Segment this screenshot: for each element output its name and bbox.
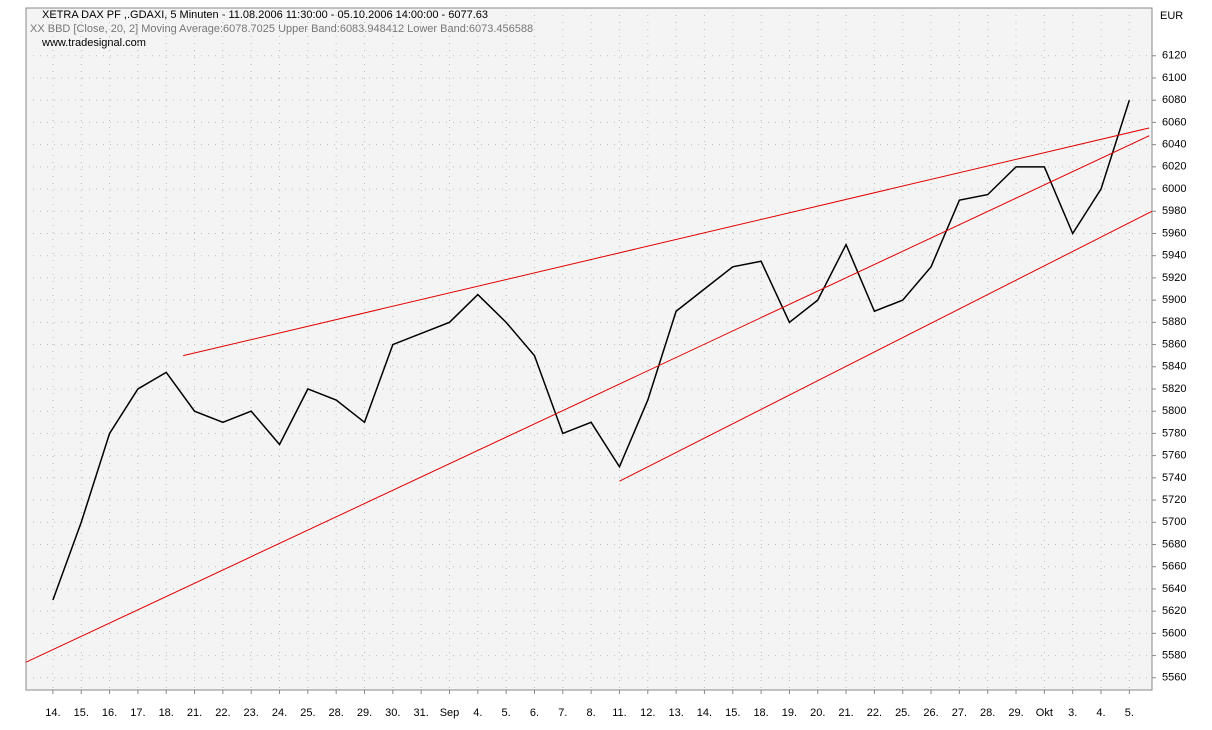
x-tick-label: 5.: [1125, 707, 1134, 719]
x-tick-label: 3.: [1068, 707, 1077, 719]
y-tick-label: 5640: [1162, 583, 1186, 595]
x-tick-label: 25.: [895, 707, 910, 719]
trendline: [183, 127, 1150, 357]
y-tick-label: 5620: [1162, 605, 1186, 617]
x-tick-label: 29.: [1008, 707, 1023, 719]
x-tick-label: 29.: [357, 707, 372, 719]
y-tick-label: 5560: [1162, 672, 1186, 684]
y-tick-label: 5860: [1162, 338, 1186, 350]
y-tick-label: 5660: [1162, 561, 1186, 573]
x-tick-label: 25.: [300, 707, 315, 719]
y-tick-label: 6060: [1162, 116, 1186, 128]
x-tick-label: 5.: [502, 707, 511, 719]
source: www.tradesignal.com: [41, 37, 146, 49]
y-tick-label: 5840: [1162, 361, 1186, 373]
y-tick-label: 6020: [1162, 161, 1186, 173]
y-tick-label: 5680: [1162, 538, 1186, 550]
x-tick-label: 4.: [1096, 707, 1105, 719]
x-tick-label: 23.: [244, 707, 259, 719]
x-tick-label: 11.: [612, 707, 626, 719]
x-tick-label: 18.: [159, 707, 174, 719]
y-tick-label: 5600: [1162, 627, 1186, 639]
x-tick-label: 26.: [923, 707, 938, 719]
trendline: [25, 135, 1150, 663]
x-tick-label: 22.: [867, 707, 882, 719]
x-tick-label: 19.: [782, 707, 797, 719]
y-tick-label: 5940: [1162, 250, 1186, 262]
x-tick-label: 4.: [473, 707, 482, 719]
x-tick-label: 15.: [74, 707, 89, 719]
x-tick-label: 31.: [414, 707, 429, 719]
x-tick-label: 18.: [753, 707, 768, 719]
x-tick-label: 7.: [558, 707, 567, 719]
x-tick-label: 12.: [640, 707, 655, 719]
y-tick-label: 5900: [1162, 294, 1186, 306]
price-line: [52, 99, 1131, 601]
chart-subtitle: XX BBD [Close, 20, 2] Moving Average:607…: [30, 23, 533, 35]
x-tick-label: Sep: [440, 707, 460, 719]
trendline: [619, 210, 1153, 482]
x-tick-label: 28.: [329, 707, 344, 719]
y-tick-label: 5920: [1162, 272, 1186, 284]
x-tick-label: 21.: [187, 707, 202, 719]
x-tick-label: 28.: [980, 707, 995, 719]
y-tick-label: 5760: [1162, 450, 1186, 462]
x-tick-label: 6.: [530, 707, 539, 719]
x-tick-label: 13.: [668, 707, 683, 719]
x-tick-label: 22.: [215, 707, 230, 719]
y-tick-label: 6000: [1162, 183, 1186, 195]
y-tick-label: 6080: [1162, 94, 1186, 106]
x-tick-label: 21.: [838, 707, 853, 719]
x-tick-label: Okt: [1036, 707, 1053, 719]
x-tick-label: 17.: [130, 707, 145, 719]
y-tick-label: 5880: [1162, 316, 1186, 328]
x-tick-label: 20.: [810, 707, 825, 719]
y-tick-label: 6120: [1162, 50, 1186, 62]
y-tick-label: 5580: [1162, 649, 1186, 661]
x-tick-label: 24.: [272, 707, 287, 719]
y-tick-label: 6040: [1162, 139, 1186, 151]
y-tick-label: 5980: [1162, 205, 1186, 217]
x-tick-label: 8.: [587, 707, 596, 719]
y-axis-label: EUR: [1160, 10, 1183, 22]
y-tick-label: 5720: [1162, 494, 1186, 506]
y-tick-label: 5820: [1162, 383, 1186, 395]
x-tick-label: 14.: [697, 707, 712, 719]
y-tick-label: 6100: [1162, 72, 1186, 84]
y-tick-label: 5740: [1162, 472, 1186, 484]
x-tick-label: 15.: [725, 707, 740, 719]
x-tick-label: 16.: [102, 707, 117, 719]
x-tick-label: 30.: [385, 707, 400, 719]
y-tick-label: 5800: [1162, 405, 1186, 417]
chart-title: XETRA DAX PF ,.GDAXI, 5 Minuten - 11.08.…: [42, 9, 488, 21]
y-tick-label: 5700: [1162, 516, 1186, 528]
x-tick-label: 27.: [952, 707, 967, 719]
y-tick-label: 5960: [1162, 227, 1186, 239]
x-tick-label: 14.: [45, 707, 60, 719]
plot-area: [25, 7, 1153, 691]
y-tick-label: 5780: [1162, 427, 1186, 439]
